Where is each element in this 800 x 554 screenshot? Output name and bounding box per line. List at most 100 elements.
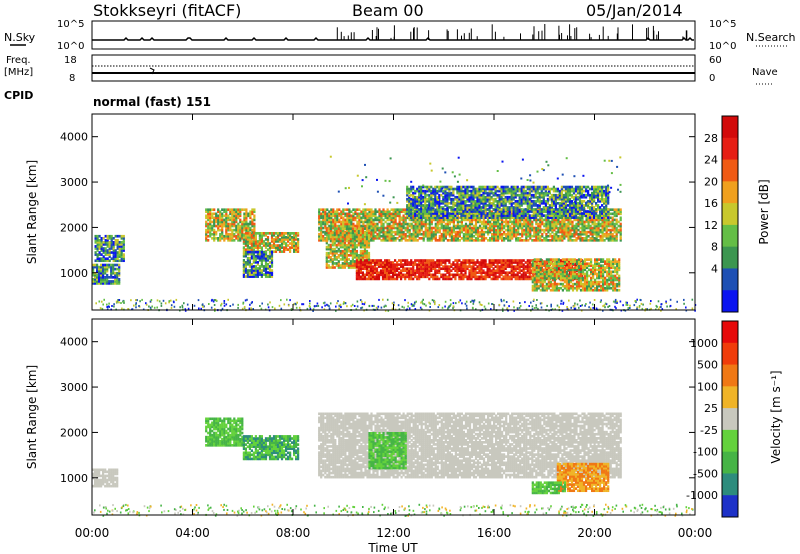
power-cell — [322, 234, 325, 238]
power-cell — [272, 242, 276, 245]
power-cell — [254, 267, 257, 270]
power-cell — [486, 204, 489, 207]
power-cell — [595, 228, 598, 232]
power-cell — [464, 239, 468, 242]
power-cell — [549, 234, 552, 238]
power-cell — [326, 218, 329, 222]
power-cell — [341, 264, 344, 267]
power-cell — [242, 271, 245, 274]
power-cell — [442, 210, 445, 213]
power-cell — [428, 277, 431, 281]
power-cell — [432, 234, 435, 238]
power-cell — [496, 200, 499, 203]
power-cell — [331, 239, 334, 243]
power-cell — [492, 191, 495, 195]
power-cell — [575, 232, 578, 236]
power-cell — [384, 267, 387, 271]
power-cell — [526, 267, 529, 271]
power-cell — [428, 263, 431, 266]
power-cell — [494, 210, 497, 213]
power-cell — [504, 263, 507, 266]
power-cell — [394, 263, 397, 266]
power-cell — [557, 237, 560, 240]
power-cell — [490, 263, 493, 266]
power-cell — [515, 239, 518, 242]
power-cell — [120, 243, 123, 246]
power-cell — [426, 232, 429, 236]
power-cell — [248, 240, 251, 243]
power-cell — [376, 218, 379, 222]
power-cell — [518, 271, 521, 275]
power-cell — [436, 210, 439, 213]
power-cell — [322, 216, 325, 220]
power-cell — [418, 193, 421, 197]
power-cell — [472, 224, 476, 228]
power-cell — [262, 252, 266, 256]
power-cell — [266, 248, 270, 251]
power-cell — [581, 218, 584, 222]
power-cell — [531, 226, 534, 230]
power-cell — [345, 227, 348, 231]
power-cell — [418, 269, 421, 273]
power-cell — [468, 193, 471, 197]
power-cell — [254, 246, 257, 249]
power-cell — [619, 218, 622, 222]
power-cell — [619, 232, 622, 236]
power-cell — [249, 214, 252, 218]
power-cell — [253, 208, 256, 212]
power-cell — [605, 226, 608, 230]
power-cell — [412, 214, 415, 218]
power-cell — [291, 236, 294, 239]
power-cell — [464, 226, 468, 230]
power-cell — [392, 222, 395, 226]
power-cell — [492, 214, 495, 217]
power-cell — [337, 256, 340, 259]
power-cell — [422, 222, 425, 226]
power-cell — [358, 216, 361, 220]
power-cell — [254, 273, 257, 276]
power-cell — [470, 261, 473, 264]
power-cell — [452, 212, 455, 215]
power-cell — [448, 218, 451, 222]
power-cell — [349, 243, 352, 247]
power-cell — [329, 256, 332, 259]
power-cell — [341, 233, 344, 237]
power-cell — [426, 263, 429, 266]
power-cell — [422, 230, 425, 234]
power-cell — [418, 224, 421, 228]
power-cell — [388, 239, 391, 242]
power-cell — [458, 206, 461, 209]
power-cell — [400, 216, 403, 220]
power-cell — [386, 208, 389, 212]
power-cell — [376, 226, 379, 230]
power-cell — [221, 220, 224, 224]
power-cell — [526, 261, 529, 264]
power-cell — [456, 234, 459, 238]
power-cell — [537, 228, 540, 232]
power-cell — [567, 224, 570, 228]
power-cell — [106, 263, 109, 267]
power-cell — [112, 265, 115, 269]
power-cell — [543, 208, 546, 212]
power-cell — [254, 269, 257, 272]
power-cell — [464, 206, 467, 209]
power-cell — [244, 236, 247, 239]
power-cell — [539, 218, 542, 222]
power-cell — [372, 239, 375, 242]
power-cell — [94, 239, 97, 242]
power-cell — [404, 277, 407, 281]
power-cell — [92, 282, 95, 285]
power-cell — [424, 224, 427, 228]
power-cell — [114, 273, 117, 277]
power-cell — [355, 237, 358, 241]
power-cell — [422, 267, 425, 271]
power-cell — [392, 239, 395, 242]
power-cell — [348, 218, 351, 222]
power-cell — [325, 241, 328, 245]
power-cell — [350, 218, 353, 222]
power-cell — [456, 191, 459, 195]
power-cell — [239, 226, 242, 230]
power-cell — [482, 210, 485, 213]
power-cell — [396, 214, 399, 218]
power-cell — [444, 200, 447, 203]
